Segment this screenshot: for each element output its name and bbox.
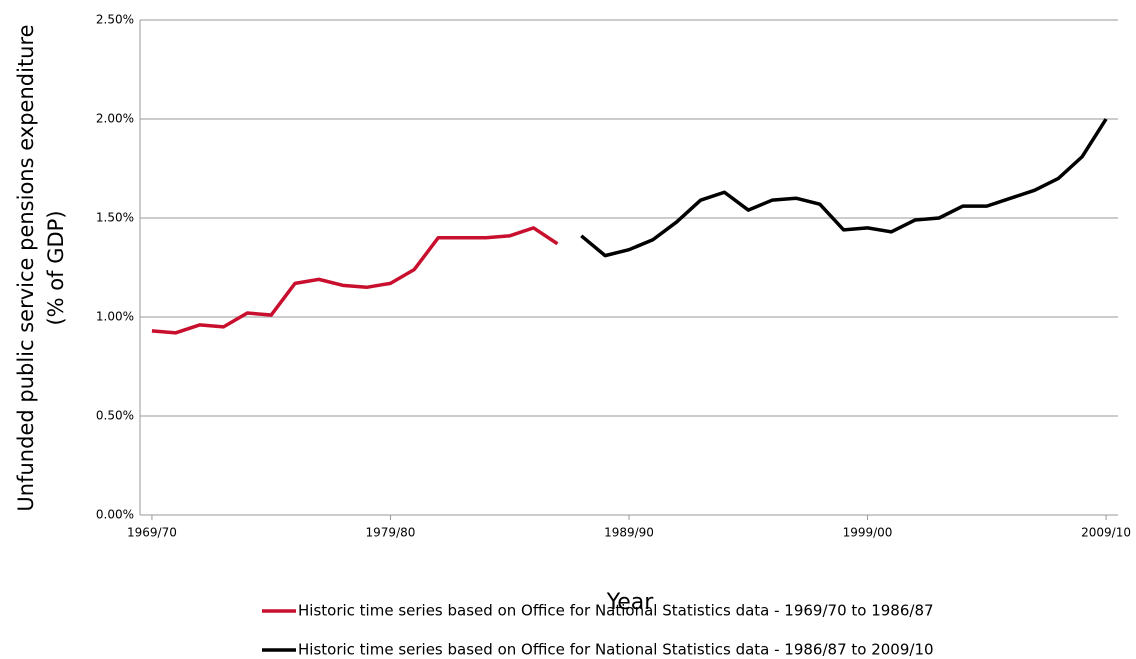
y-axis-title: (% of GDP)	[44, 210, 68, 325]
y-tick-label: 2.00%	[96, 112, 134, 126]
x-tick-label: 1969/70	[127, 526, 177, 540]
y-tick-label: 1.00%	[96, 310, 134, 324]
y-tick-label: 0.00%	[96, 508, 134, 522]
y-tick-label: 1.50%	[96, 211, 134, 225]
x-axis-title: Year	[606, 590, 655, 615]
line	[151, 226, 559, 335]
legend-label: Historic time series based on Office for…	[298, 602, 934, 620]
line	[580, 118, 1108, 258]
y-tick-label: 2.50%	[96, 13, 134, 27]
y-axis-title: Unfunded public service pensions expendi…	[14, 24, 38, 511]
x-tick-label: 1989/90	[604, 526, 654, 540]
x-tick-label: 1979/80	[366, 526, 416, 540]
x-tick-label: 1999/00	[843, 526, 893, 540]
x-tick-label: 2009/10	[1081, 526, 1131, 540]
y-tick-label: 0.50%	[96, 409, 134, 423]
legend-label: Historic time series based on Office for…	[298, 641, 934, 659]
